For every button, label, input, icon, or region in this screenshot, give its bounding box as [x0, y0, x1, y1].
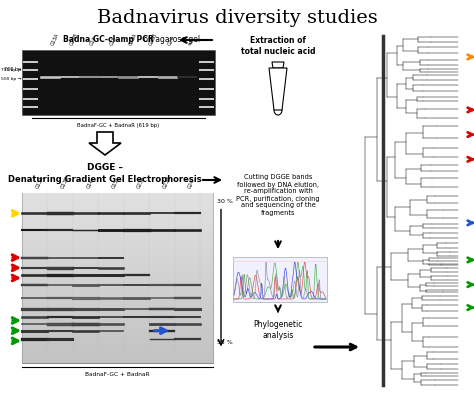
Text: G23A: G23A — [128, 32, 138, 46]
Text: BadnaF-GC + BadnaR: BadnaF-GC + BadnaR — [85, 372, 150, 378]
Text: G24: G24 — [168, 35, 176, 46]
Bar — [233, 257, 327, 302]
Text: G23B: G23B — [162, 175, 172, 189]
Text: DGGE –: DGGE – — [87, 164, 123, 173]
Text: Denaturing Gradient Gel Electrophoresis: Denaturing Gradient Gel Electrophoresis — [8, 175, 202, 185]
Text: Extraction of
total nucleic acid: Extraction of total nucleic acid — [241, 36, 315, 56]
Text: G13B: G13B — [60, 175, 70, 189]
Text: G23A: G23A — [137, 175, 147, 189]
Text: G13A: G13A — [50, 32, 60, 46]
Polygon shape — [272, 62, 284, 68]
Polygon shape — [89, 132, 121, 155]
Text: G14: G14 — [89, 35, 98, 46]
Text: G15: G15 — [109, 35, 118, 46]
Bar — [22, 50, 215, 115]
Text: Cutting DGGE bands
followed by DNA elution,
re-amplification with
PCR, purificat: Cutting DGGE bands followed by DNA eluti… — [236, 175, 320, 216]
Polygon shape — [269, 68, 287, 110]
Text: G24: G24 — [188, 178, 196, 189]
Text: 700 bp: 700 bp — [4, 67, 21, 72]
Text: G15: G15 — [111, 178, 120, 189]
Text: G13B: G13B — [69, 32, 80, 46]
Text: BadnaF-GC + BadnaR (619 bp): BadnaF-GC + BadnaR (619 bp) — [77, 123, 160, 129]
Text: 55 %: 55 % — [217, 340, 233, 345]
Text: Badna GC-clamp PCR: Badna GC-clamp PCR — [63, 35, 154, 44]
Text: -ve: -ve — [187, 37, 195, 46]
Bar — [22, 193, 213, 363]
Text: G23B: G23B — [148, 32, 158, 46]
Text: G13A: G13A — [35, 175, 45, 189]
Text: 500 bp →: 500 bp → — [1, 77, 21, 81]
Text: G14: G14 — [86, 178, 94, 189]
Text: 30 %: 30 % — [217, 199, 233, 204]
Text: Badnavirus diversity studies: Badnavirus diversity studies — [97, 9, 377, 27]
Text: on agarose gel: on agarose gel — [141, 35, 200, 44]
Text: Phylogenetic
analysis: Phylogenetic analysis — [253, 320, 303, 340]
Text: 700 bp →: 700 bp → — [1, 67, 21, 71]
